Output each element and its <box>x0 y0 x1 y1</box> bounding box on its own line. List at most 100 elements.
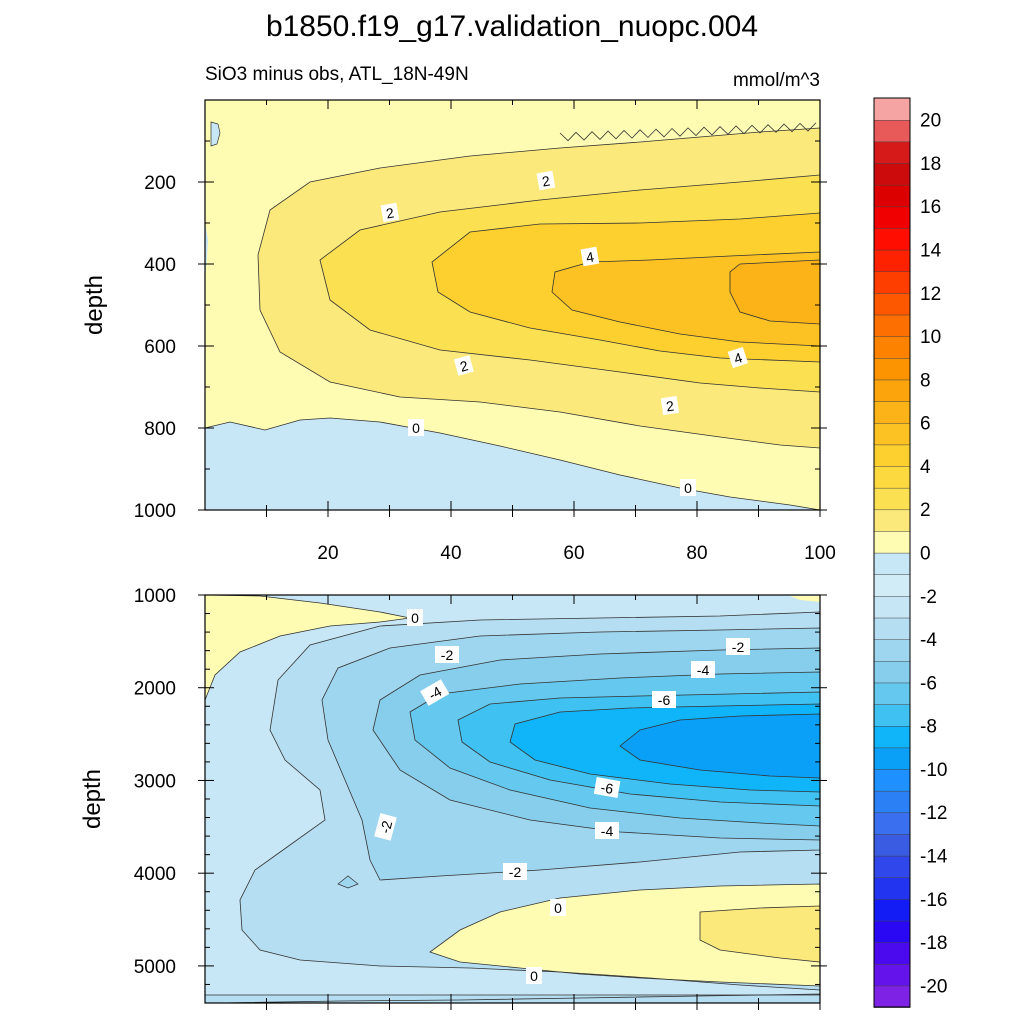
colorbar-swatch <box>873 985 911 1008</box>
colorbar-swatch <box>873 270 911 294</box>
colorbar-swatch <box>873 465 911 489</box>
colorbar-tick-label: 6 <box>920 414 931 435</box>
contour-label-text: 0 <box>530 968 538 984</box>
colorbar-swatch <box>873 768 911 792</box>
x-tick-label: 100 <box>804 543 836 564</box>
y-tick-label: 400 <box>144 255 176 276</box>
x-tick-label: 20 <box>317 543 338 564</box>
colorbar-swatch <box>873 811 911 835</box>
contour-label-box <box>526 967 542 984</box>
contour-label-box <box>435 646 459 663</box>
colorbar-swatch <box>873 314 911 337</box>
colorbar-swatch <box>873 119 911 143</box>
colorbar-tick-labels: 20181614121086420-2-4-6-8-10-12-14-16-18… <box>920 111 948 998</box>
contour-label-text: -2 <box>377 819 396 835</box>
contour-line <box>551 251 821 347</box>
contour-line <box>204 594 411 701</box>
contour-line <box>559 122 817 142</box>
contour-label-box <box>407 609 423 626</box>
contour-label: -2 <box>374 813 397 841</box>
contour-line <box>319 174 821 393</box>
contour-label-box <box>408 419 424 436</box>
contour-label: 2 <box>536 170 556 191</box>
colorbar-swatch <box>873 97 911 121</box>
contour-band <box>337 875 359 889</box>
contour-label: -2 <box>726 638 750 655</box>
colorbar-tick-label: 18 <box>920 154 941 175</box>
y-tick-label: 200 <box>144 173 176 194</box>
colorbar-swatch <box>873 379 911 402</box>
contour-label-text: -6 <box>658 692 671 708</box>
contour-band <box>210 121 221 147</box>
lower-contour-fills <box>205 595 820 1003</box>
colorbar-tick-label: -6 <box>920 673 937 694</box>
colorbar-swatch <box>873 617 911 640</box>
contour-band <box>430 884 820 986</box>
y-tick-label: 5000 <box>134 957 176 978</box>
contour-label: -2 <box>435 646 459 663</box>
contour-label-box <box>536 170 556 191</box>
colorbar-swatch <box>873 573 911 597</box>
contour-label-box <box>453 355 474 376</box>
contour-line <box>457 691 821 807</box>
contour-band <box>205 418 820 510</box>
colorbar-tick-label: 2 <box>920 500 931 521</box>
colorbar-swatch <box>873 725 911 749</box>
left-subtitle: SiO3 minus obs, ATL_18N-49N <box>205 64 469 85</box>
upper-contour-labels: 2 2 4 2 4 2 0 0 <box>380 170 749 496</box>
upper-contour-fills <box>205 100 820 510</box>
contour-label: -4 <box>595 822 619 839</box>
colorbar-tick-label: -20 <box>920 976 947 997</box>
contour-label-text: 0 <box>554 900 562 916</box>
contour-label-box <box>420 679 450 706</box>
contour-label-box <box>727 346 749 369</box>
lower-y-tick-labels: 1000 2000 3000 4000 5000 <box>134 586 176 978</box>
colorbar-tick-label: 10 <box>920 327 941 348</box>
contour-label-box <box>726 638 750 655</box>
x-tick-label: 80 <box>686 543 707 564</box>
colorbar-swatch <box>873 335 911 359</box>
contour-label-box <box>593 777 621 798</box>
y-tick-label: 2000 <box>134 679 176 700</box>
y-tick-label: 1000 <box>134 501 176 522</box>
contour-label: 0 <box>408 419 424 436</box>
contour-label-text: 0 <box>412 420 420 436</box>
colorbar-swatch <box>873 400 911 424</box>
colorbar-swatch <box>873 898 911 922</box>
contour-label-text: 0 <box>684 480 692 496</box>
contour-label-box <box>660 395 680 416</box>
contour-label: -2 <box>503 863 527 880</box>
contour-line <box>204 417 821 511</box>
contour-label-text: -4 <box>697 662 710 678</box>
contour-label: 2 <box>660 395 680 416</box>
lower-panel: 0 -2 -2 -4 -4 -6 -6 -4 -2 -2 0 0 1000 2000 3000 4000 50… <box>79 586 827 1010</box>
units-label: mmol/m^3 <box>733 70 820 91</box>
colorbar-swatch <box>873 141 911 164</box>
upper-tick-marks <box>198 100 827 517</box>
contour-band <box>205 595 410 700</box>
colorbar-tick-label: 20 <box>920 111 941 132</box>
contour-label: -4 <box>691 661 715 678</box>
colorbar-tick-label: 12 <box>920 284 941 305</box>
y-tick-label: 4000 <box>134 864 176 885</box>
contour-line <box>509 703 821 793</box>
contour-label: 0 <box>680 479 696 496</box>
contour-label-box <box>680 479 696 496</box>
contour-label-text: 2 <box>385 204 396 221</box>
lower-contour-labels: 0 -2 -2 -4 -4 -6 -6 -4 -2 -2 0 0 <box>374 609 750 984</box>
colorbar-swatch <box>873 638 911 662</box>
colorbar: 20181614121086420-2-4-6-8-10-12-14-16-18… <box>873 97 948 1008</box>
contour-label-text: 0 <box>411 610 419 626</box>
upper-y-axis-label: depth <box>81 275 108 335</box>
contour-line <box>321 627 821 881</box>
x-tick-label: 40 <box>440 543 461 564</box>
colorbar-tick-label: 16 <box>920 197 941 218</box>
colorbar-swatches <box>873 97 911 1008</box>
contour-label-text: 4 <box>585 248 596 265</box>
colorbar-swatch <box>873 876 911 900</box>
contour-line <box>429 883 821 987</box>
colorbar-frame <box>873 97 911 1008</box>
colorbar-swatch <box>873 487 911 511</box>
